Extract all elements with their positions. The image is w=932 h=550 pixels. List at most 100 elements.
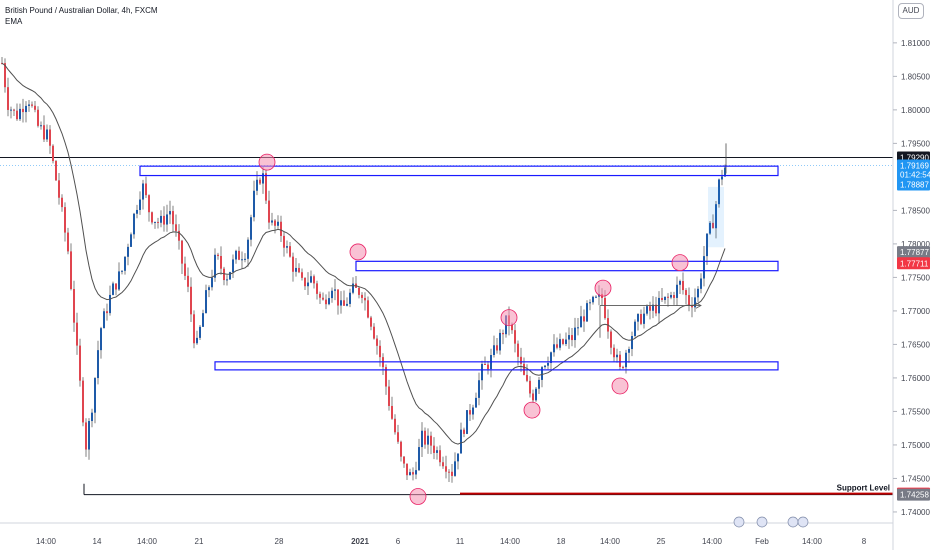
candle-body	[307, 282, 309, 287]
candle-body	[538, 379, 540, 389]
candle-body	[52, 145, 54, 162]
y-tick-label: 1.76500	[901, 340, 930, 349]
x-tick-label: 2021	[351, 537, 369, 546]
event-marker-icon	[756, 516, 768, 528]
candle-body	[124, 256, 126, 271]
x-tick-label: 14	[93, 537, 102, 546]
candle-body	[721, 176, 723, 180]
candle-body	[25, 105, 27, 113]
x-tick-label: 14:00	[36, 537, 57, 546]
candle-body	[136, 209, 138, 214]
candle-body	[631, 336, 633, 350]
candle-body	[37, 109, 39, 126]
candle-body	[187, 275, 189, 287]
key-level-circle	[523, 401, 541, 419]
candle-body	[550, 352, 552, 363]
candle-body	[292, 256, 294, 272]
candle-body	[451, 471, 453, 476]
candle-body	[622, 366, 624, 368]
candle-body	[571, 335, 573, 341]
candles	[1, 56, 727, 483]
price-lines: Support Level	[0, 156, 893, 496]
candle-body	[484, 363, 486, 365]
candle-body	[409, 472, 411, 476]
candle-body	[475, 397, 477, 408]
candle-body	[199, 326, 201, 338]
candle-body	[229, 272, 231, 280]
candle-body	[511, 324, 513, 331]
candle-body	[190, 286, 192, 315]
candle-body	[22, 108, 24, 113]
candle-body	[697, 288, 699, 298]
candle-body	[82, 380, 84, 423]
candle-body	[682, 281, 684, 291]
candle-body	[604, 297, 606, 319]
candle-body	[259, 179, 261, 184]
symbol-title[interactable]: British Pound / Australian Dollar, 4h, F…	[5, 6, 158, 15]
x-tick-label: 25	[657, 537, 666, 546]
candle-body	[457, 453, 459, 462]
candle-body	[298, 267, 300, 273]
candle-body	[109, 294, 111, 314]
support-level-label: Support Level	[837, 484, 890, 493]
key-level-circle	[258, 153, 276, 171]
candle-body	[412, 472, 414, 475]
x-tick-label: 21	[195, 537, 204, 546]
candle-body	[238, 250, 240, 260]
price-tag-label: 01:42:54	[900, 171, 932, 180]
candle-body	[196, 337, 198, 344]
zone-rect	[355, 260, 779, 272]
currency-button[interactable]: AUD	[898, 3, 924, 19]
candle-body	[553, 344, 555, 353]
candle-body	[223, 268, 225, 281]
candle-body	[130, 234, 132, 247]
candle-body	[334, 289, 336, 291]
candle-body	[250, 217, 252, 240]
candle-body	[46, 129, 48, 140]
candle-body	[67, 232, 69, 252]
candle-body	[670, 295, 672, 298]
candle-body	[94, 378, 96, 413]
candle-body	[640, 314, 642, 324]
candle-body	[679, 281, 681, 285]
indicator-label[interactable]: EMA	[5, 17, 23, 26]
price-tag-label: 1.77711	[900, 259, 929, 268]
x-tick-label: 14:00	[137, 537, 158, 546]
x-tick-label: 14:00	[500, 537, 521, 546]
candle-body	[634, 321, 636, 337]
candle-body	[262, 173, 264, 184]
candle-body	[115, 283, 117, 290]
candle-body	[421, 430, 423, 448]
event-marker-icon	[797, 516, 809, 528]
candle-body	[649, 306, 651, 311]
x-tick-label: 6	[396, 537, 401, 546]
event-marker-icon	[733, 516, 745, 528]
candle-body	[685, 290, 687, 296]
ema-path	[1, 62, 726, 445]
candle-body	[454, 461, 456, 476]
price-tag-label: 1.78887	[900, 180, 929, 189]
candle-body	[106, 311, 108, 314]
candle-body	[664, 296, 666, 301]
candle-body	[430, 435, 432, 446]
candle-body	[163, 215, 165, 225]
candle-body	[562, 339, 564, 345]
candle-body	[541, 367, 543, 380]
price-tag-bg	[897, 178, 930, 191]
candle-body	[514, 330, 516, 344]
candle-body	[7, 87, 9, 110]
y-tick-label: 1.77500	[901, 273, 930, 282]
price-tag-label: 1.74258	[900, 491, 929, 500]
candle-body	[49, 129, 51, 146]
candle-body	[502, 332, 504, 335]
candle-body	[385, 367, 387, 387]
candle-body	[121, 270, 123, 272]
candle-body	[103, 311, 105, 329]
candle-body	[127, 246, 129, 257]
candle-body	[184, 263, 186, 276]
candle-body	[364, 297, 366, 301]
candle-body	[352, 283, 354, 293]
candle-body	[559, 339, 561, 348]
candle-body	[442, 462, 444, 467]
